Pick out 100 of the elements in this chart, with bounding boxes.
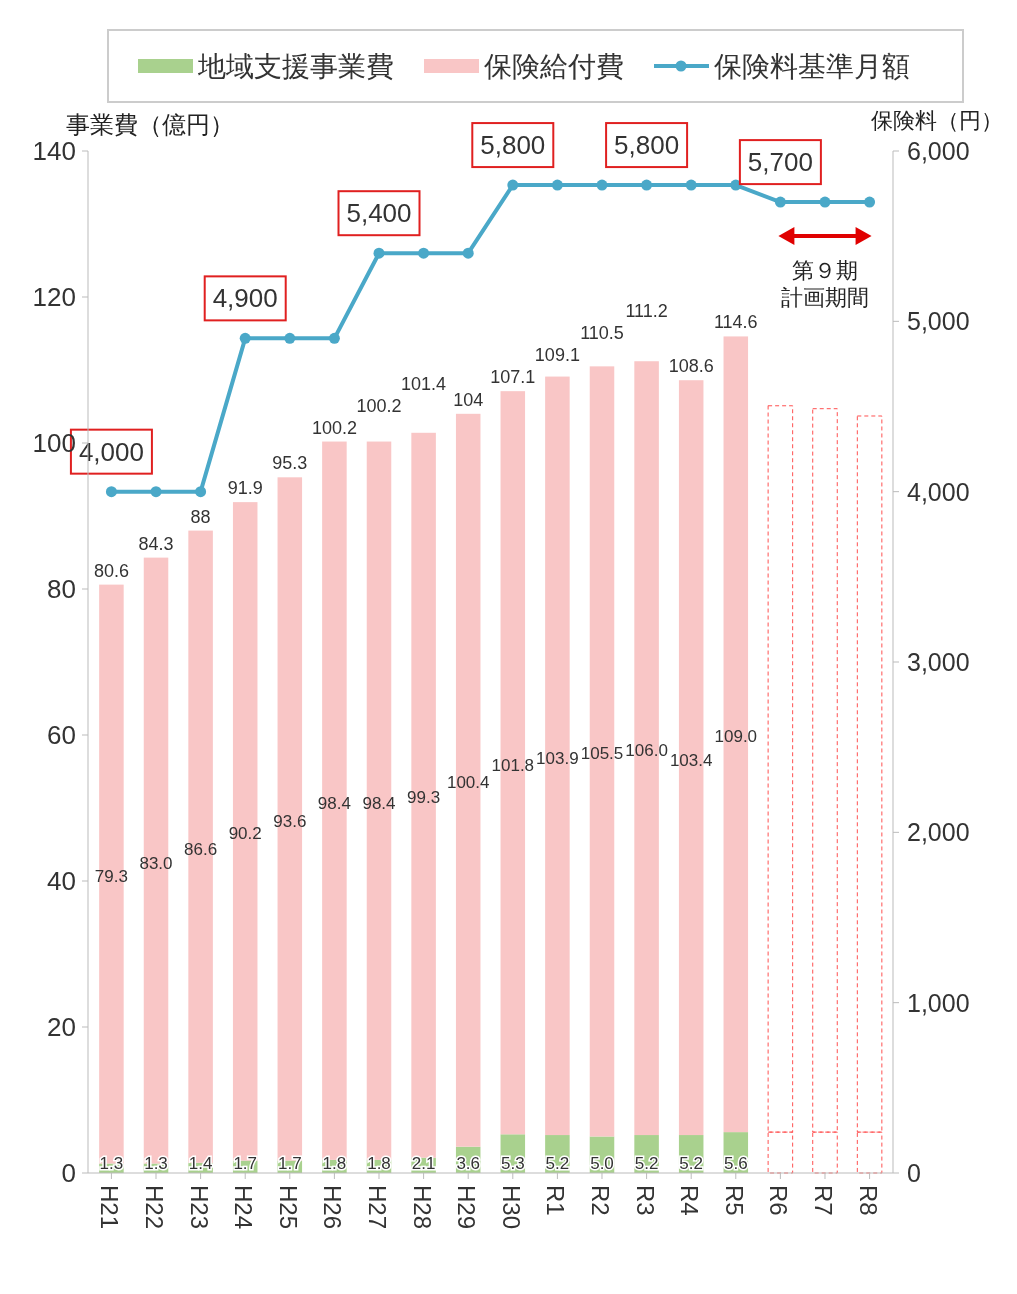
total-label: 91.9 bbox=[227, 478, 263, 499]
data-label: 2.1 bbox=[411, 1154, 436, 1173]
y-tick-label: 0 bbox=[61, 1158, 76, 1188]
point bbox=[239, 332, 251, 344]
y-tick-label: 60 bbox=[47, 720, 76, 750]
point bbox=[418, 247, 430, 259]
x-tick-label: H24 bbox=[230, 1185, 258, 1230]
total-label: 109.1 bbox=[534, 345, 580, 366]
y2-tick-label: 2,000 bbox=[907, 818, 970, 847]
annotation: 第９期 bbox=[791, 258, 858, 283]
data-label: 3.6 bbox=[456, 1154, 481, 1173]
data-label: 90.2 bbox=[228, 824, 262, 844]
y-tick-label: 80 bbox=[47, 574, 76, 604]
data-label: 5,700 bbox=[747, 147, 813, 178]
data-label: 1.7 bbox=[233, 1154, 258, 1173]
x-tick-label: H29 bbox=[453, 1185, 481, 1230]
x-tick-label: R5 bbox=[720, 1185, 748, 1216]
data-label: 101.8 bbox=[491, 755, 535, 775]
x-tick-label: H26 bbox=[319, 1185, 347, 1230]
data-label: 1.8 bbox=[322, 1154, 347, 1173]
point bbox=[774, 196, 786, 208]
x-tick-label: H23 bbox=[185, 1185, 213, 1230]
x-tick-label: R8 bbox=[854, 1185, 882, 1216]
y2-tick-label: 0 bbox=[907, 1159, 921, 1187]
data-label: 4,900 bbox=[212, 283, 278, 314]
point bbox=[864, 196, 876, 208]
data-label: 93.6 bbox=[273, 811, 307, 831]
data-label: 83.0 bbox=[139, 853, 173, 873]
total-label: 80.6 bbox=[93, 560, 129, 581]
total-label: 110.5 bbox=[580, 323, 624, 344]
point bbox=[328, 332, 340, 344]
data-label: 5,400 bbox=[346, 198, 412, 229]
point bbox=[596, 179, 608, 191]
point bbox=[685, 179, 697, 191]
point bbox=[551, 179, 563, 191]
data-label: 5.6 bbox=[723, 1154, 748, 1173]
point bbox=[150, 486, 162, 498]
data-label: 1.3 bbox=[144, 1154, 168, 1173]
total-label: 100.2 bbox=[311, 417, 357, 438]
data-label: 100.4 bbox=[446, 773, 490, 793]
y-tick-label: 40 bbox=[47, 866, 76, 896]
data-label: 106.0 bbox=[625, 741, 668, 761]
x-tick-label: H30 bbox=[497, 1185, 525, 1230]
data-label: 105.5 bbox=[580, 744, 624, 764]
annotation: 計画期間 bbox=[780, 285, 869, 310]
x-tick-label: H25 bbox=[274, 1185, 302, 1230]
y-axis-title: 事業費（億円） bbox=[66, 111, 234, 138]
total-label: 107.1 bbox=[490, 367, 536, 388]
data-label: 1.7 bbox=[277, 1154, 302, 1173]
total-label: 111.2 bbox=[625, 301, 668, 322]
y-tick-label: 20 bbox=[47, 1012, 76, 1042]
x-tick-label: H28 bbox=[408, 1185, 436, 1230]
data-label: 98.4 bbox=[317, 793, 351, 813]
y2-tick-label: 6,000 bbox=[907, 137, 970, 165]
x-tick-label: R2 bbox=[587, 1185, 614, 1216]
data-label: 99.3 bbox=[407, 788, 441, 808]
data-label: 5.2 bbox=[545, 1154, 570, 1173]
total-label: 95.3 bbox=[272, 453, 308, 474]
y-tick-label: 120 bbox=[32, 282, 76, 312]
legend-label: 保険料基準月額 bbox=[714, 51, 910, 82]
point bbox=[819, 196, 831, 208]
data-label: 5.0 bbox=[590, 1154, 614, 1173]
x-tick-label: H21 bbox=[96, 1185, 124, 1230]
data-label: 5.3 bbox=[500, 1154, 525, 1173]
data-label: 1.8 bbox=[367, 1154, 391, 1173]
x-tick-label: R3 bbox=[631, 1185, 659, 1216]
point bbox=[195, 486, 207, 498]
point bbox=[507, 179, 519, 191]
data-label: 5,800 bbox=[480, 130, 546, 161]
data-label: 1.3 bbox=[99, 1154, 124, 1173]
x-tick-label: R1 bbox=[542, 1185, 570, 1216]
legend-label: 保険給付費 bbox=[484, 51, 624, 82]
data-label: 98.4 bbox=[362, 793, 396, 813]
data-label: 86.6 bbox=[184, 839, 218, 859]
total-label: 88 bbox=[190, 506, 211, 527]
x-tick-label: R6 bbox=[765, 1185, 793, 1216]
data-label: 103.4 bbox=[669, 750, 713, 770]
point bbox=[105, 486, 117, 498]
point bbox=[462, 247, 474, 259]
data-label: 1.4 bbox=[188, 1154, 213, 1173]
total-label: 108.6 bbox=[668, 356, 714, 377]
y2-tick-label: 5,000 bbox=[907, 307, 970, 336]
total-label: 84.3 bbox=[138, 533, 174, 554]
data-label: 79.3 bbox=[94, 867, 128, 887]
total-label: 114.6 bbox=[713, 312, 758, 333]
data-label: 103.9 bbox=[536, 748, 579, 768]
x-tick-label: H27 bbox=[364, 1185, 391, 1230]
data-label: 4,000 bbox=[78, 436, 144, 467]
y-tick-label: 140 bbox=[32, 136, 76, 166]
legend-label: 地域支援事業費 bbox=[197, 51, 394, 82]
data-label: 5.2 bbox=[634, 1154, 659, 1173]
x-tick-label: R4 bbox=[676, 1185, 704, 1216]
point bbox=[373, 247, 385, 259]
x-tick-label: H22 bbox=[141, 1185, 169, 1230]
y2-tick-label: 1,000 bbox=[907, 988, 970, 1017]
y2-tick-label: 4,000 bbox=[907, 477, 970, 506]
point bbox=[641, 179, 653, 191]
data-label: 5.2 bbox=[679, 1154, 704, 1173]
data-label: 5,800 bbox=[614, 130, 680, 161]
point bbox=[284, 332, 296, 344]
